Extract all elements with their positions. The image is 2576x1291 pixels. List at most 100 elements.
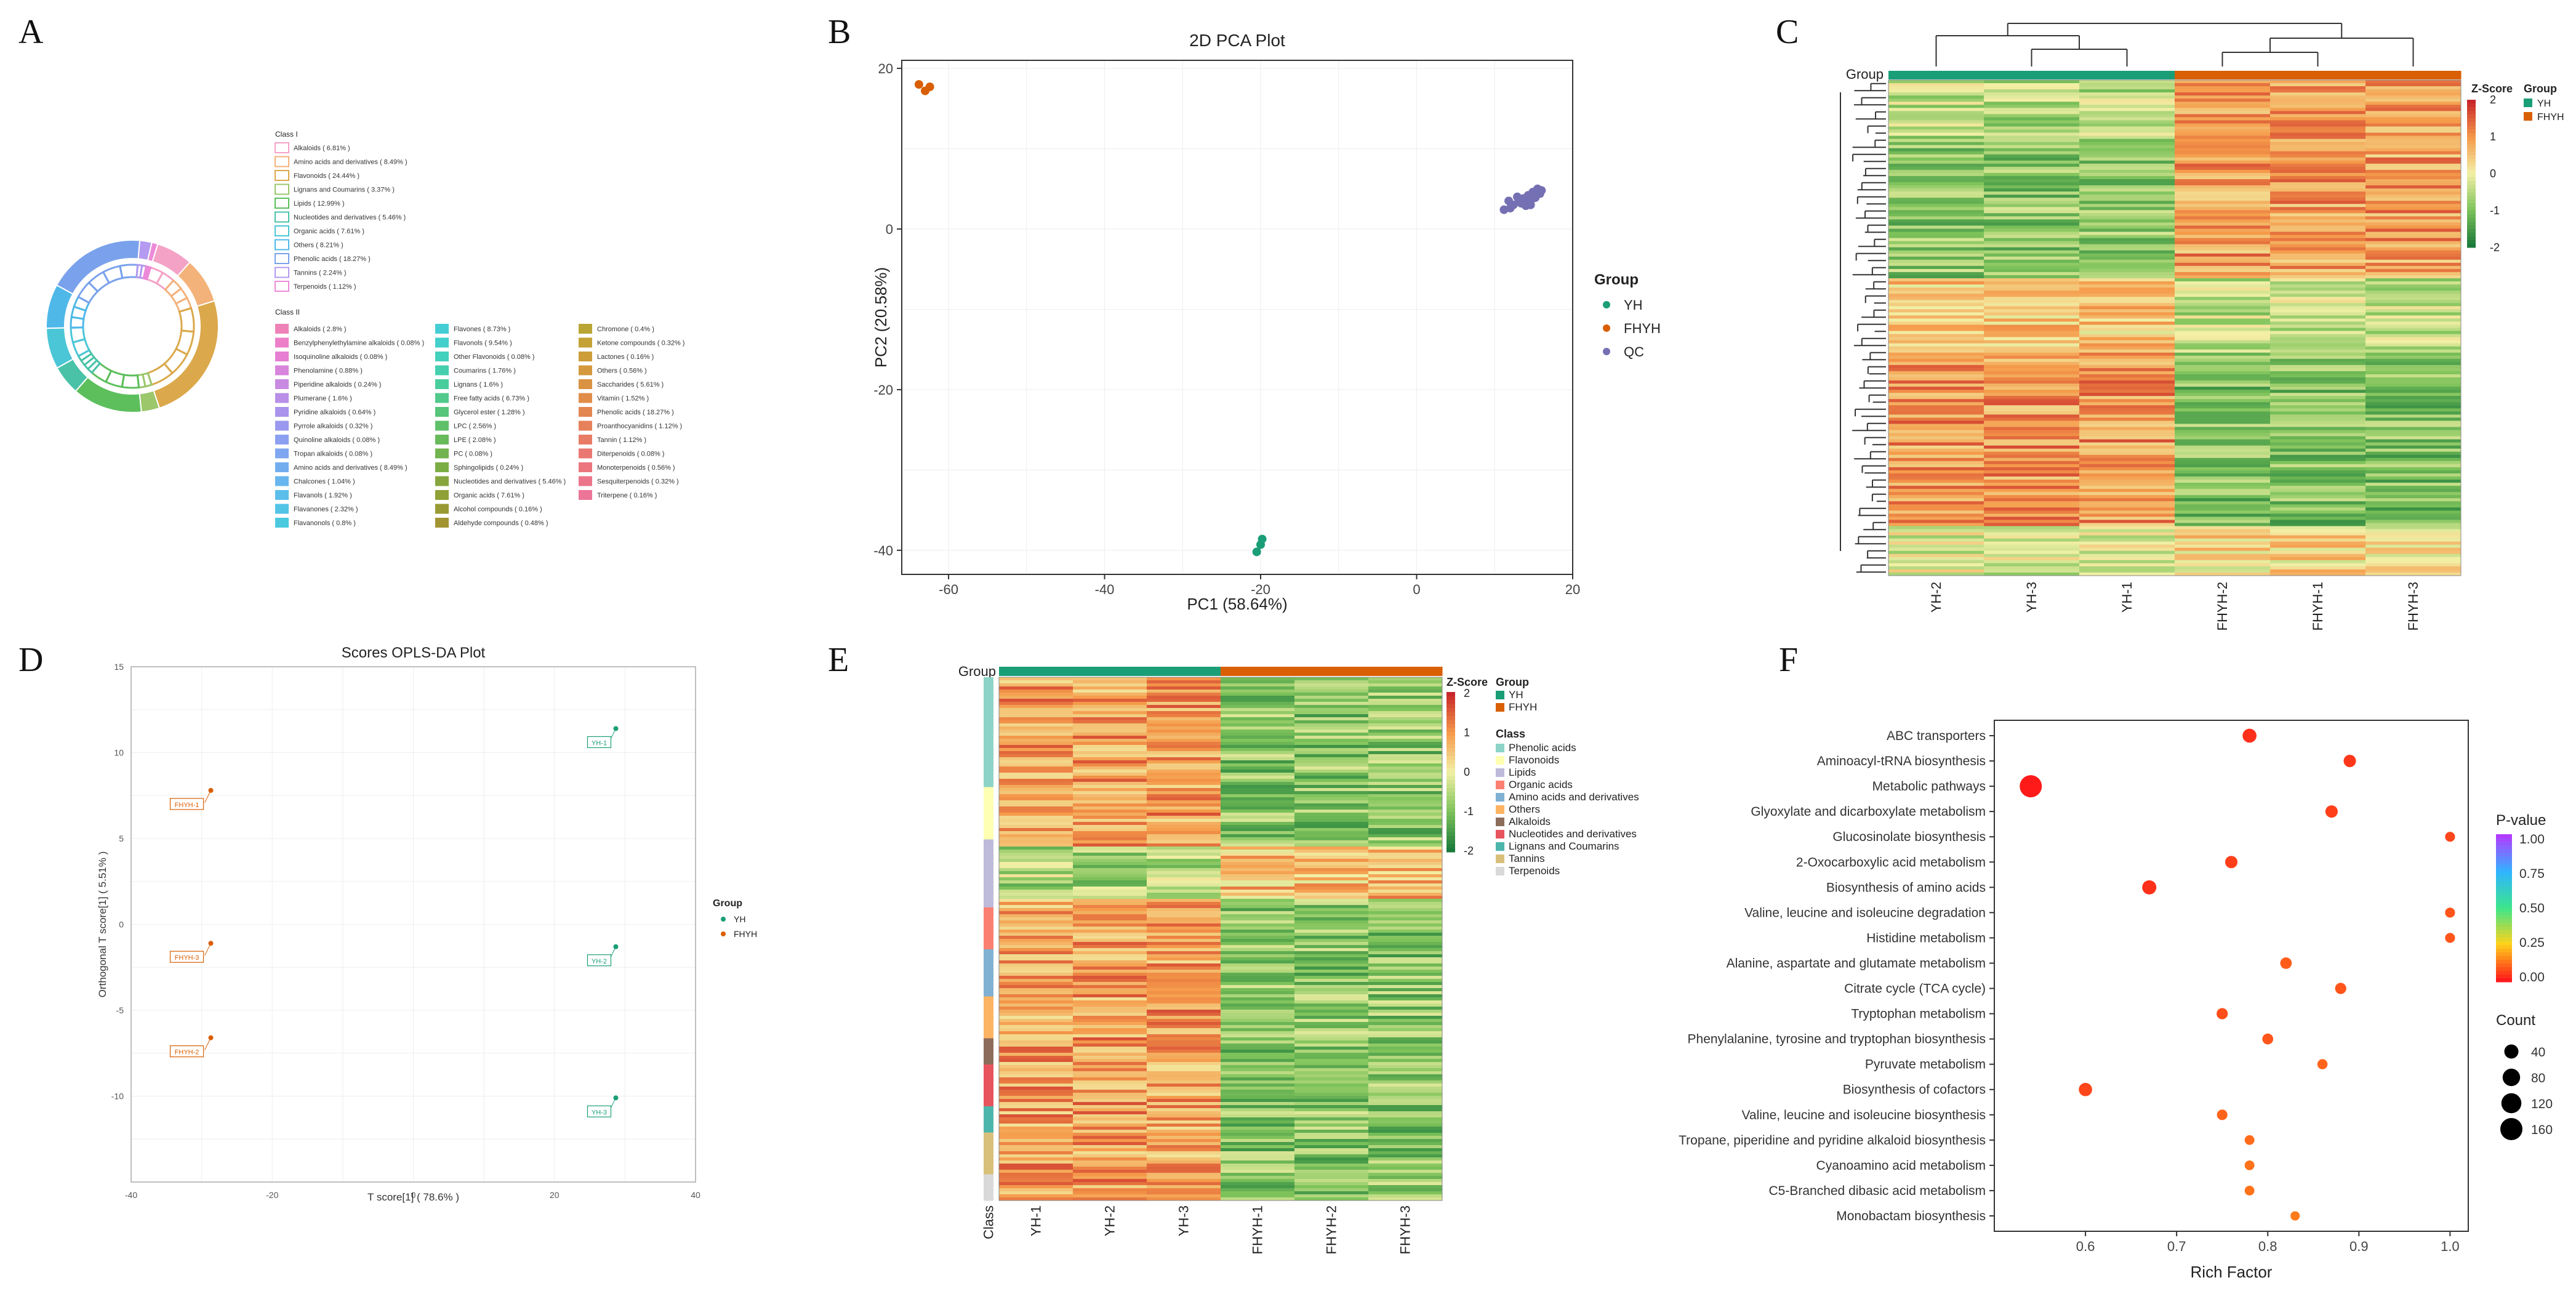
oplsda-legend-label-fhyh: FHYH xyxy=(734,929,757,939)
heatmap-e-cell xyxy=(1073,766,1147,770)
heatmap-e-cell xyxy=(1073,1145,1147,1149)
heatmap-c-cell xyxy=(2365,467,2462,471)
heatmap-e-cell xyxy=(1073,1182,1147,1186)
heatmap-e-cell xyxy=(1294,788,1369,792)
heatmap-c-frame xyxy=(1888,79,2462,576)
class-2-legend-swatch-flavonols-9-54 xyxy=(435,337,449,348)
heatmap-c-cell xyxy=(2270,129,2366,134)
class-2-legend-swatch-proanthocyanidins-1-12 xyxy=(579,420,592,431)
heatmap-e-cell xyxy=(1221,760,1295,764)
class-2-legend-swatch-free-fatty-acids-6-73 xyxy=(435,393,449,403)
heatmap-e-cell xyxy=(1294,742,1369,746)
heatmap-e-cell xyxy=(1368,1093,1443,1096)
heatmap-e-cell xyxy=(1294,693,1369,696)
heatmap-e-cell xyxy=(999,850,1073,853)
heatmap-e-cell xyxy=(1073,1084,1147,1087)
heatmap-e-class-bar-nucleotides-and-derivatives xyxy=(984,1064,993,1107)
heatmap-e-cell xyxy=(1221,726,1295,730)
heatmap-e-cell xyxy=(1147,871,1221,875)
heatmap-e-cell xyxy=(1147,788,1221,792)
heatmap-e-cell xyxy=(1147,1025,1221,1029)
heatmap-e-cell xyxy=(1221,853,1295,856)
heatmap-e-cell xyxy=(1147,1084,1221,1087)
heatmap-e-cell xyxy=(1221,1090,1295,1093)
bubble-category-label-biosynthesis-of-amino-acids: Biosynthesis of amino acids xyxy=(1826,880,1986,895)
heatmap-c-cell xyxy=(2175,507,2271,511)
class-2-legend-label-tropan-alkaloids-0-08: Tropan alkaloids ( 0.08% ) xyxy=(294,451,372,458)
heatmap-e-cell xyxy=(1294,1120,1369,1124)
class-2-legend-swatch-coumarins-1-76 xyxy=(435,365,449,376)
heatmap-c-cell xyxy=(1984,563,2080,567)
heatmap-e-cell xyxy=(1221,917,1295,921)
heatmap-e-cell xyxy=(1073,696,1147,699)
heatmap-e-cell xyxy=(1368,1099,1443,1103)
heatmap-e-cell xyxy=(1147,970,1221,973)
heatmap-c-cell xyxy=(1888,281,1984,285)
heatmap-c-cell xyxy=(2365,523,2462,526)
heatmap-c-cell xyxy=(1888,387,1984,390)
heatmap-c-zscore-step xyxy=(2467,122,2476,126)
heatmap-c-cell xyxy=(2079,439,2175,443)
heatmap-c-cell xyxy=(2270,175,2366,180)
heatmap-e-cell xyxy=(1221,871,1295,875)
heatmap-e-cell xyxy=(1368,770,1443,773)
heatmap-e-cell xyxy=(999,954,1073,958)
heatmap-e-cell xyxy=(1294,1139,1369,1143)
heatmap-c-cell xyxy=(1888,139,1984,143)
heatmap-e-cell xyxy=(1294,1179,1369,1183)
heatmap-c-cell xyxy=(2365,228,2462,233)
oplsda-legend-title: Group xyxy=(713,898,742,909)
heatmap-e-cell xyxy=(1073,997,1147,1001)
heatmap-e-group-bar-1 xyxy=(1073,667,1147,676)
heatmap-c-cell xyxy=(2270,569,2366,573)
class-2-legend-label-organic-acids-7-61: Organic acids ( 7.61% ) xyxy=(454,492,524,499)
heatmap-e-cell xyxy=(1073,1133,1147,1136)
heatmap-c-cell xyxy=(2270,142,2366,146)
heatmap-c-cell xyxy=(2365,256,2462,260)
heatmap-c-cell xyxy=(2270,399,2366,403)
pca-ytick-label-0: 0 xyxy=(886,222,893,237)
heatmap-e-cell xyxy=(1368,973,1443,976)
heatmap-e-cell xyxy=(1147,708,1221,712)
heatmap-c-cell xyxy=(1984,420,2080,424)
pca-legend-marker-qc xyxy=(1603,348,1610,355)
oplsda-ylabel: Orthogonal T score[1] ( 5.51% ) xyxy=(97,851,108,998)
heatmap-c-cell xyxy=(2365,185,2462,189)
heatmap-e-cell xyxy=(1221,967,1295,970)
heatmap-c-cell xyxy=(2270,368,2366,372)
class-2-legend-label-nucleotides-and-derivatives-5-46: Nucleotides and derivatives ( 5.46% ) xyxy=(454,478,566,486)
class-2-legend-swatch-glycerol-ester-1-28 xyxy=(435,407,449,417)
heatmap-c-cell xyxy=(2270,408,2366,412)
heatmap-e-cell xyxy=(999,1108,1073,1112)
class-2-legend-label-lactones-0-16: Lactones ( 0.16% ) xyxy=(597,353,654,361)
heatmap-e-group-legend-title: Group xyxy=(1496,676,1529,688)
heatmap-c-cell xyxy=(2365,80,2462,84)
class-2-legend-label-pyridine-alkaloids-0-64: Pyridine alkaloids ( 0.64% ) xyxy=(294,409,375,416)
heatmap-c-cell xyxy=(1984,374,2080,378)
heatmap-c-zscore-step xyxy=(2467,207,2476,211)
oplsda-ytick-label-5: 5 xyxy=(119,834,124,843)
heatmap-e-cell xyxy=(999,997,1073,1001)
class-2-legend-label-free-fatty-acids-6-73: Free fatty acids ( 6.73% ) xyxy=(454,395,529,403)
heatmap-e-cell xyxy=(1294,837,1369,841)
heatmap-e-cell xyxy=(1294,942,1369,946)
heatmap-e-zscore-step xyxy=(1446,748,1455,752)
heatmap-e-cell xyxy=(1221,856,1295,859)
heatmap-e-zscore-step xyxy=(1446,812,1455,816)
heatmap-c-cell xyxy=(2365,213,2462,217)
bubble-xtick-label-0.8: 0.8 xyxy=(2258,1239,2277,1254)
heatmap-c-cell xyxy=(2079,411,2175,415)
heatmap-c-cell xyxy=(1984,281,2080,285)
bubble-pvalue-step xyxy=(2496,838,2512,842)
heatmap-c-cell xyxy=(1888,238,1984,242)
heatmap-e-zscore-step xyxy=(1446,732,1455,736)
heatmap-e-cell xyxy=(1294,1010,1369,1013)
heatmap-e-cell xyxy=(1368,1167,1443,1170)
heatmap-e-cell xyxy=(1073,800,1147,804)
heatmap-c-cell xyxy=(1888,414,1984,418)
heatmap-c-cell xyxy=(2175,368,2271,372)
heatmap-e-cell xyxy=(1073,979,1147,983)
heatmap-c-cell xyxy=(2365,268,2462,273)
heatmap-c-cell xyxy=(2270,448,2366,452)
heatmap-c-cell xyxy=(2270,526,2366,530)
